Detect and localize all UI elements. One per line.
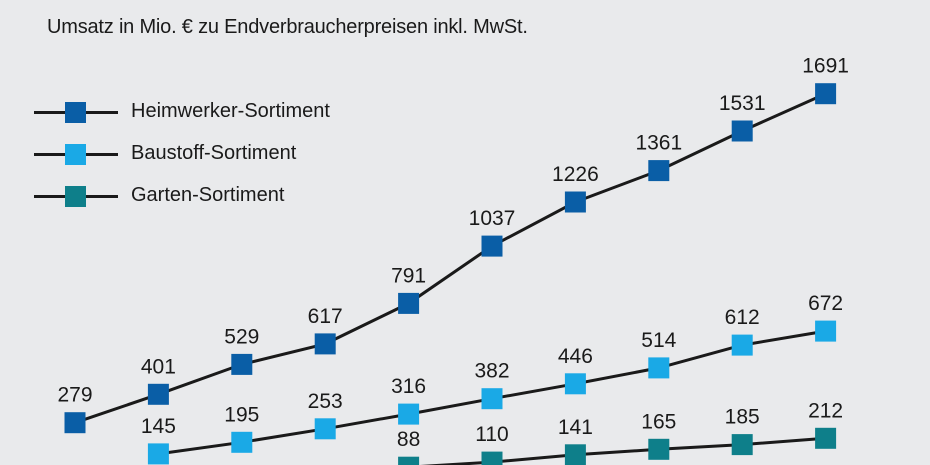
data-point-garten: [731, 434, 753, 456]
data-point-baustoff: [648, 357, 670, 379]
data-label-baustoff: 316: [391, 375, 426, 398]
data-point-baustoff: [231, 431, 253, 453]
data-label-garten: 185: [725, 406, 760, 429]
data-point-heimwerker: [481, 235, 503, 257]
legend-label-heimwerker: Heimwerker-Sortiment: [131, 100, 330, 122]
data-point-baustoff: [147, 443, 169, 465]
data-label-baustoff: 672: [808, 292, 843, 315]
data-point-baustoff: [481, 388, 503, 410]
data-label-baustoff: 514: [641, 329, 676, 352]
data-label-garten: 212: [808, 399, 843, 422]
data-point-baustoff: [314, 418, 336, 440]
data-point-heimwerker: [398, 292, 420, 314]
data-point-heimwerker: [648, 160, 670, 182]
data-point-garten: [564, 444, 586, 465]
legend-marker-heimwerker: [65, 102, 86, 123]
legend-label-baustoff: Baustoff-Sortiment: [131, 142, 297, 164]
data-label-baustoff: 446: [558, 345, 593, 368]
data-point-garten: [648, 438, 670, 460]
data-label-heimwerker: 791: [391, 264, 426, 287]
data-point-heimwerker: [231, 353, 253, 375]
series-line-heimwerker: [74, 92, 827, 425]
data-point-baustoff: [731, 334, 753, 356]
data-label-garten: 88: [397, 428, 420, 451]
data-point-heimwerker: [564, 191, 586, 213]
legend-marker-garten: [65, 186, 86, 207]
data-label-heimwerker: 529: [224, 325, 259, 348]
legend-marker-baustoff: [65, 144, 86, 165]
data-label-baustoff: 612: [725, 306, 760, 329]
chart-title: Umsatz in Mio. € zu Endverbraucherpreise…: [47, 16, 528, 38]
data-label-garten: 165: [641, 410, 676, 433]
data-point-baustoff: [564, 373, 586, 395]
data-label-heimwerker: 1226: [552, 163, 599, 186]
data-label-garten: 110: [475, 423, 508, 446]
data-point-baustoff: [815, 320, 837, 342]
data-label-heimwerker: 1531: [719, 92, 766, 115]
data-label-heimwerker: 1037: [469, 207, 516, 230]
data-point-heimwerker: [314, 333, 336, 355]
data-label-heimwerker: 401: [141, 355, 176, 378]
data-point-garten: [815, 427, 837, 449]
data-point-heimwerker: [731, 120, 753, 142]
data-label-heimwerker: 1361: [635, 132, 682, 155]
data-label-baustoff: 253: [308, 390, 343, 413]
data-label-heimwerker: 617: [308, 305, 343, 328]
series-line-garten: [420, 436, 826, 465]
data-point-heimwerker: [815, 83, 837, 105]
data-label-garten: 141: [558, 416, 593, 439]
data-point-baustoff: [398, 403, 420, 425]
data-label-baustoff: 145: [141, 415, 176, 438]
legend-label-garten: Garten-Sortiment: [131, 184, 285, 206]
data-label-heimwerker: 279: [57, 384, 92, 407]
data-label-heimwerker: 1691: [802, 55, 849, 78]
data-point-heimwerker: [147, 383, 169, 405]
data-point-garten: [398, 456, 420, 465]
data-point-heimwerker: [64, 412, 86, 434]
data-point-garten: [481, 451, 503, 465]
data-label-baustoff: 195: [224, 403, 259, 426]
data-label-baustoff: 382: [474, 360, 509, 383]
